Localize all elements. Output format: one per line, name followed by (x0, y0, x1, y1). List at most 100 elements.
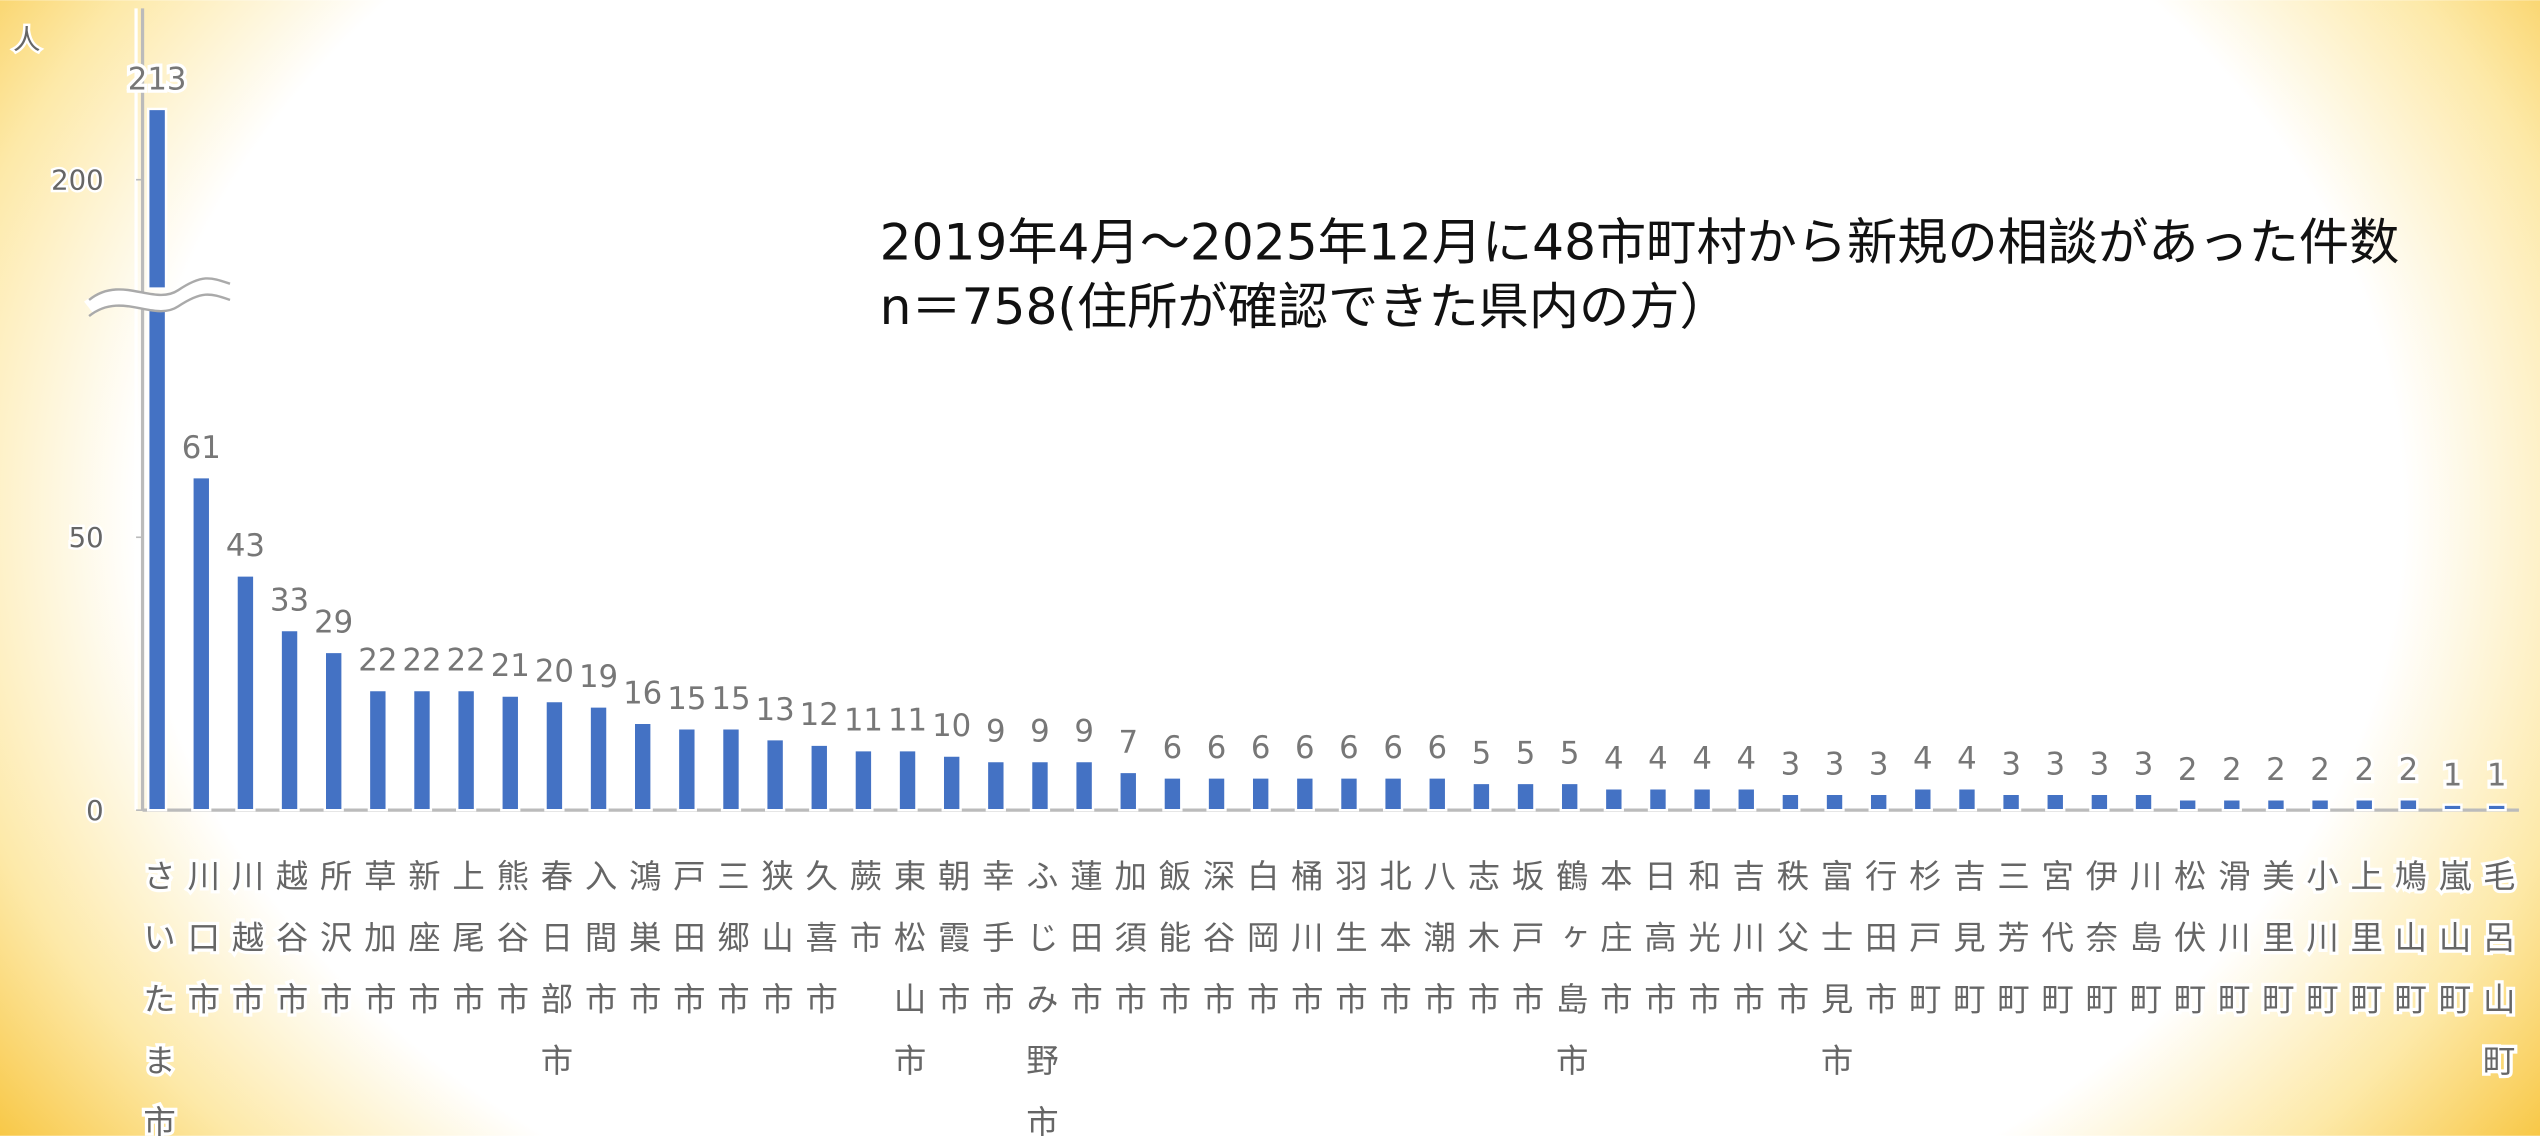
x-tick-label: 和光市 (1683, 859, 1721, 1044)
x-tick-label: 熊谷市 (491, 859, 529, 1044)
value-label: 1 (2487, 757, 2507, 793)
value-label: 12 (800, 697, 839, 733)
bar (1824, 792, 1845, 812)
value-label: 7 (1118, 725, 1138, 761)
x-tick-label: 秩父市 (1771, 859, 1809, 1044)
value-label: 4 (1957, 741, 1977, 777)
x-tick-label: 吉見町 (1948, 859, 1986, 1044)
x-tick-label: 飯能市 (1153, 859, 1191, 1044)
bar (1118, 770, 1139, 812)
value-label: 4 (1604, 741, 1624, 777)
x-tick-label: 美里町 (2257, 859, 2295, 1044)
bar (1338, 776, 1360, 812)
bar (853, 748, 874, 812)
y-tick-label: 0 (86, 795, 104, 827)
value-label: 11 (844, 703, 883, 739)
value-label: 29 (314, 604, 353, 640)
bar (809, 743, 830, 812)
x-tick-label: 宮代町 (2036, 859, 2074, 1044)
x-tick-label: 越谷市 (271, 859, 309, 1044)
y-tick-label: 50 (69, 522, 104, 554)
bar (1162, 776, 1183, 812)
y-axis-label: 人 (13, 24, 41, 56)
value-label: 6 (1295, 730, 1315, 766)
x-tick-label: 狭山市 (756, 859, 794, 1044)
value-label: 4 (1736, 741, 1756, 777)
x-tick-label: 小川町 (2301, 859, 2339, 1044)
value-label: 3 (1781, 746, 1801, 782)
bar (1647, 787, 1669, 812)
value-label: 10 (932, 708, 971, 744)
value-label: 2 (2354, 752, 2374, 788)
value-label: 4 (1692, 741, 1712, 777)
value-label: 61 (182, 430, 221, 466)
x-tick-label: 久喜市 (800, 859, 838, 1044)
x-tick-label: 鳩山町 (2389, 859, 2427, 1044)
bar (235, 574, 256, 812)
value-label: 3 (1825, 746, 1845, 782)
bar (367, 688, 388, 812)
x-tick-label: 松伏町 (2169, 859, 2207, 1044)
value-label: 6 (1163, 730, 1183, 766)
bar (500, 694, 521, 812)
x-tick-label: 志木市 (1462, 859, 1500, 1044)
x-tick-label: 深谷市 (1198, 859, 1236, 1044)
bar (411, 688, 433, 812)
chart-subtitle: n＝758(住所が確認できた県内の方） (880, 277, 1730, 336)
x-tick-label: 羽生市 (1330, 859, 1368, 1044)
x-tick-label: 毛呂山町 (2478, 859, 2516, 1105)
value-label: 5 (1560, 735, 1580, 771)
bar (2354, 798, 2375, 812)
value-label: 2 (2178, 752, 2198, 788)
value-label: 15 (667, 681, 706, 717)
bar (588, 705, 609, 812)
value-label: 2 (2310, 752, 2330, 788)
x-tick-label: 川島町 (2125, 859, 2163, 1044)
x-tick-label: 白岡市 (1242, 859, 1280, 1044)
bar (2045, 792, 2066, 812)
x-tick-label: 所沢市 (315, 859, 353, 1044)
bar (632, 721, 653, 812)
bar (1559, 781, 1580, 812)
value-label: 9 (1030, 714, 1050, 750)
value-label: 5 (1472, 735, 1492, 771)
chart-title: 2019年4月～2025年12月に48市町村から新規の相談があった件数 (880, 212, 2400, 271)
bar (323, 650, 344, 812)
x-tick-label: 行田市 (1860, 859, 1898, 1044)
value-label: 6 (1339, 730, 1359, 766)
bar (2000, 792, 2022, 812)
value-label: 4 (1913, 741, 1933, 777)
bar (2486, 803, 2507, 812)
x-tick-label: 伊奈町 (2080, 859, 2118, 1044)
bar (941, 754, 962, 812)
bar (2309, 798, 2331, 812)
value-label: 3 (2001, 746, 2021, 782)
bar (2133, 792, 2154, 812)
bar (897, 748, 918, 812)
bar (2221, 798, 2242, 812)
value-label: 9 (986, 714, 1006, 750)
value-label: 6 (1207, 730, 1227, 766)
x-tick-label: 鶴ヶ島市 (1551, 859, 1589, 1105)
x-tick-label: 北本市 (1374, 859, 1412, 1044)
x-tick-label: 幸手市 (977, 859, 1015, 1044)
bar (1736, 787, 1757, 812)
bar (985, 759, 1006, 812)
bar (147, 107, 168, 812)
value-label: 3 (1869, 746, 1889, 782)
axis-break-line (88, 277, 231, 301)
axis-break-gap (84, 278, 233, 315)
bar (764, 738, 786, 812)
value-label: 22 (402, 643, 441, 679)
value-label: 2 (2266, 752, 2286, 788)
bar (1691, 787, 1713, 812)
value-label: 3 (2045, 746, 2065, 782)
bar (1029, 759, 1051, 812)
x-tick-label: 春日部市 (535, 859, 573, 1105)
bar (279, 628, 300, 812)
value-label: 43 (226, 528, 265, 564)
value-label: 22 (358, 643, 397, 679)
value-label: 6 (1427, 730, 1447, 766)
x-tick-label: 坂戸市 (1507, 859, 1545, 1044)
